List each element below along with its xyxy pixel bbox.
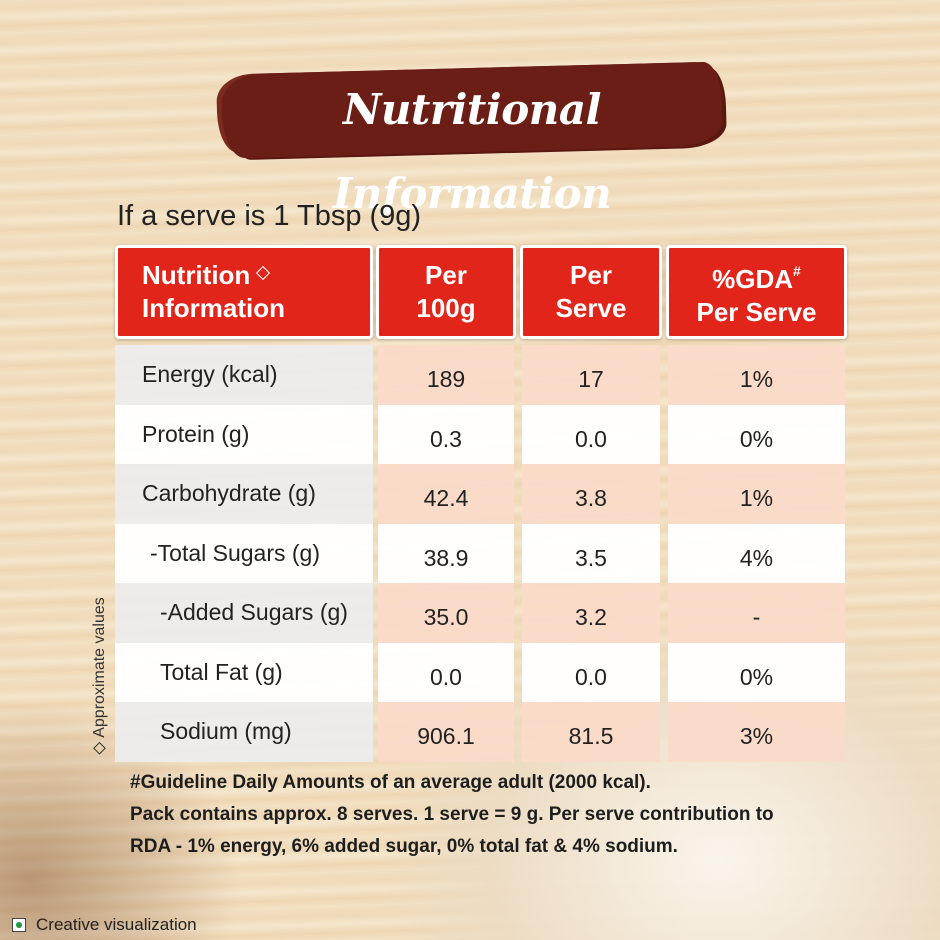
header-line-text: 100g: [416, 293, 476, 323]
footnote: RDA - 1% energy, 6% added sugar, 0% tota…: [130, 836, 678, 857]
header-text: %GDA# Per Serve: [697, 255, 817, 329]
footnote: Pack contains approx. 8 serves. 1 serve …: [130, 804, 774, 825]
diamond-icon: [256, 265, 271, 281]
row-label: Carbohydrate (g): [115, 464, 373, 524]
side-note: Approximate values: [91, 597, 109, 755]
row-value: 3.8: [522, 464, 660, 524]
header-line: Nutrition: [142, 259, 285, 292]
side-note-text: Approximate values: [91, 597, 108, 738]
header-line: Per Serve: [697, 296, 817, 329]
header-cell: %GDA# Per Serve: [666, 245, 847, 339]
header-line-text: %GDA: [712, 264, 794, 294]
row-label: Protein (g): [115, 404, 373, 464]
header-line-text: Nutrition: [142, 260, 251, 290]
row-label: Total Fat (g): [115, 642, 373, 702]
row-value: 0%: [668, 642, 845, 702]
row-value: 1%: [668, 345, 845, 405]
diamond-icon: [93, 741, 106, 755]
header-line: Per: [556, 259, 627, 292]
row-value: 0.3: [378, 404, 514, 464]
header-line: Per: [416, 259, 475, 292]
header-text: Nutrition Information: [142, 259, 285, 325]
header-cell: Per Serve: [520, 245, 662, 339]
header-sup: #: [793, 263, 801, 279]
row-value: 0.0: [522, 404, 660, 464]
header-line: 100g: [416, 292, 475, 325]
header-line-text: Per: [570, 260, 612, 290]
row-value: 0%: [668, 404, 845, 464]
header-line: Information: [142, 292, 285, 325]
header-cell: Nutrition Information: [115, 245, 373, 339]
header-text: Per Serve: [556, 259, 627, 325]
row-label: -Total Sugars (g): [115, 523, 373, 583]
row-label: Sodium (mg): [115, 702, 373, 762]
row-value: 3.5: [522, 523, 660, 583]
row-value: 4%: [668, 523, 845, 583]
row-value: 42.4: [378, 464, 514, 524]
row-value: 0.0: [522, 642, 660, 702]
row-value: 81.5: [522, 702, 660, 762]
row-value: -: [668, 583, 845, 643]
row-value: 1%: [668, 464, 845, 524]
row-value: 189: [378, 345, 514, 405]
disclaimer: Creative visualization: [36, 915, 197, 934]
row-label: Energy (kcal): [115, 345, 373, 405]
row-value: 0.0: [378, 642, 514, 702]
header-line: Serve: [556, 292, 627, 325]
row-value: 38.9: [378, 523, 514, 583]
footnote: #Guideline Daily Amounts of an average a…: [130, 772, 651, 793]
row-value: 906.1: [378, 702, 514, 762]
row-label: -Added Sugars (g): [115, 583, 373, 643]
header-line-text: Per: [425, 260, 467, 290]
row-value: 17: [522, 345, 660, 405]
header-line-text: Information: [142, 293, 285, 323]
veg-icon: [12, 918, 26, 932]
header-line: %GDA#: [697, 255, 817, 296]
row-value: 3%: [668, 702, 845, 762]
serve-note: If a serve is 1 Tbsp (9g): [117, 200, 422, 232]
row-value: 35.0: [378, 583, 514, 643]
header-cell: Per 100g: [376, 245, 516, 339]
header-line-text: Per Serve: [696, 297, 817, 327]
row-value: 3.2: [522, 583, 660, 643]
header-text: Per 100g: [416, 259, 475, 325]
header-line-text: Serve: [555, 293, 627, 323]
title: Nutritional Information: [332, 85, 612, 218]
